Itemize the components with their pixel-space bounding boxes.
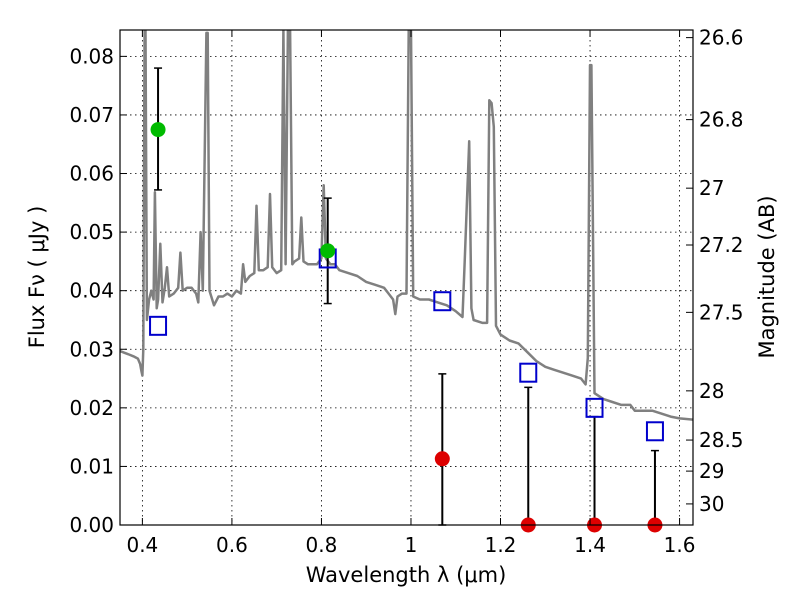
x-tick-label: 1.2 xyxy=(485,533,517,557)
y2-tick-label: 27.5 xyxy=(699,300,744,324)
model-point xyxy=(149,315,168,336)
y2-axis-label: Magnitude (AB) xyxy=(755,195,779,358)
y2-tick-label: 26.6 xyxy=(699,26,744,50)
y-tick-label: 0.05 xyxy=(69,220,114,244)
y2-tick-label: 27 xyxy=(699,176,724,200)
detection-point xyxy=(150,122,166,138)
x-tick-label: 1 xyxy=(405,533,418,557)
y-tick-label: 0.08 xyxy=(69,44,114,68)
y2-tick-labels: 26.6 26.8 27 27.2 27.5 28 28.5 29 30 xyxy=(699,26,744,516)
y-tick-label: 0.04 xyxy=(69,279,114,303)
axis-ticks xyxy=(120,30,693,526)
y-tick-label: 0.00 xyxy=(69,513,114,537)
y-tick-label: 0.06 xyxy=(69,162,114,186)
template-spectrum-line xyxy=(120,30,693,421)
y2-tick-label: 28 xyxy=(699,379,724,403)
model-point xyxy=(433,291,452,312)
x-tick-label: 0.4 xyxy=(126,533,158,557)
x-tick-label: 0.6 xyxy=(216,533,248,557)
y2-tick-label: 26.8 xyxy=(699,108,744,132)
model-point xyxy=(585,397,604,418)
model-point xyxy=(645,421,664,442)
y-tick-labels: 0.00 0.01 0.02 0.03 0.04 0.05 0.06 0.07 0.08 xyxy=(69,44,114,537)
template-spectrum xyxy=(120,30,693,421)
y-tick-label: 0.07 xyxy=(69,103,114,127)
model-point xyxy=(519,362,538,383)
y-tick-label: 0.01 xyxy=(69,454,114,478)
y-tick-label: 0.03 xyxy=(69,337,114,361)
x-tick-labels: 0.4 0.6 0.8 1 1.2 1.4 1.6 xyxy=(126,533,695,557)
nondetection-point xyxy=(434,451,450,467)
x-tick-label: 1.6 xyxy=(664,533,696,557)
y2-tick-label: 30 xyxy=(699,492,724,516)
detection-point xyxy=(320,243,336,259)
y-tick-label: 0.02 xyxy=(69,396,114,420)
x-tick-label: 0.8 xyxy=(306,533,338,557)
x-tick-label: 1.4 xyxy=(574,533,606,557)
y2-tick-label: 29 xyxy=(699,459,724,483)
x-axis-label: Wavelength λ (μm) xyxy=(306,563,507,587)
y-axis-label: Flux Fν ( μJy ) xyxy=(25,206,49,349)
y2-tick-label: 28.5 xyxy=(699,428,744,452)
plot-frame xyxy=(119,29,694,526)
y2-tick-label: 27.2 xyxy=(699,233,744,257)
